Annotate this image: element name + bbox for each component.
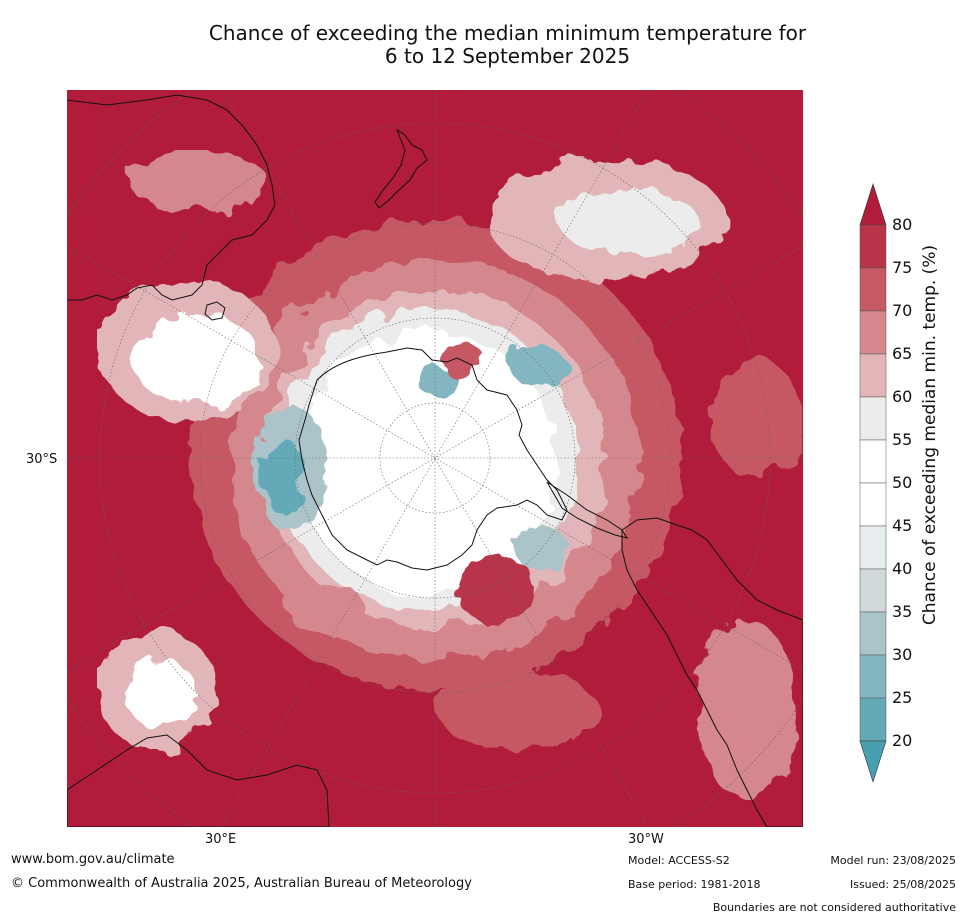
colorbar-tick-label: 35 [892,602,913,621]
colorbar-bin-bottom [859,740,887,782]
copyright-text: © Commonwealth of Australia 2025, Austra… [11,876,472,891]
antarctic-peninsula [546,481,629,539]
colorbar-bin [859,525,887,570]
colorbar-tick-label: 70 [892,301,913,320]
boundaries-disclaimer: Boundaries are not considered authoritat… [712,901,956,914]
title-line-2: 6 to 12 September 2025 [384,44,631,68]
colorbar-bin [859,396,887,441]
tasmania-outline [204,301,226,321]
colorbar-tick-label: 30 [892,645,913,664]
colorbar-tick-label: 75 [892,258,913,277]
colorbar-bin [859,568,887,613]
issued-info: Issued: 25/08/2025 [849,878,956,891]
colorbar-bins [859,183,887,782]
colorbar-label-text: Chance of exceeding median min. temp. (%… [920,244,940,626]
lat-label-30s: 30°S [26,452,58,467]
colorbar-tick-label: 80 [892,215,913,234]
colorbar-tick-label: 60 [892,387,913,406]
colorbar-bin [859,611,887,656]
colorbar-tick-label: 40 [892,559,913,578]
graticule [67,90,803,827]
colorbar-bin [859,224,887,269]
model-info: Model: ACCESS-S2 [628,854,730,867]
colorbar-tick-label: 65 [892,344,913,363]
colorbar-tick-label: 45 [892,516,913,535]
africa-outline [67,734,330,827]
antarctica-outline [298,347,568,571]
colorbar-bin [859,267,887,312]
colorbar-bin [859,353,887,398]
map-title: Chance of exceeding the median minimum t… [150,22,865,68]
colorbar-tick-label: 25 [892,688,913,707]
map-canvas [67,90,803,827]
colorbar-bin [859,310,887,355]
australia-outline [67,94,276,301]
model-run-info: Model run: 23/08/2025 [830,854,956,867]
south-america-outline [621,517,803,827]
new-zealand-outline [374,128,428,209]
colorbar-bin [859,654,887,699]
lon-label-30w: 30°W [628,832,664,847]
colorbar-tick-label: 50 [892,473,913,492]
colorbar-bin [859,697,887,742]
colorbar [859,183,887,782]
colorbar-tick-label: 20 [892,731,913,750]
colorbar-bin [859,482,887,527]
lon-label-30e: 30°E [205,832,237,847]
title-line-1: Chance of exceeding the median minimum t… [208,21,807,45]
forecast-map[interactable] [67,90,803,827]
colorbar-bin-top [859,183,887,226]
colorbar-tick-label: 55 [892,430,913,449]
colorbar-bin [859,439,887,484]
base-period-info: Base period: 1981-2018 [628,878,761,891]
website-link[interactable]: www.bom.gov.au/climate [11,852,175,867]
